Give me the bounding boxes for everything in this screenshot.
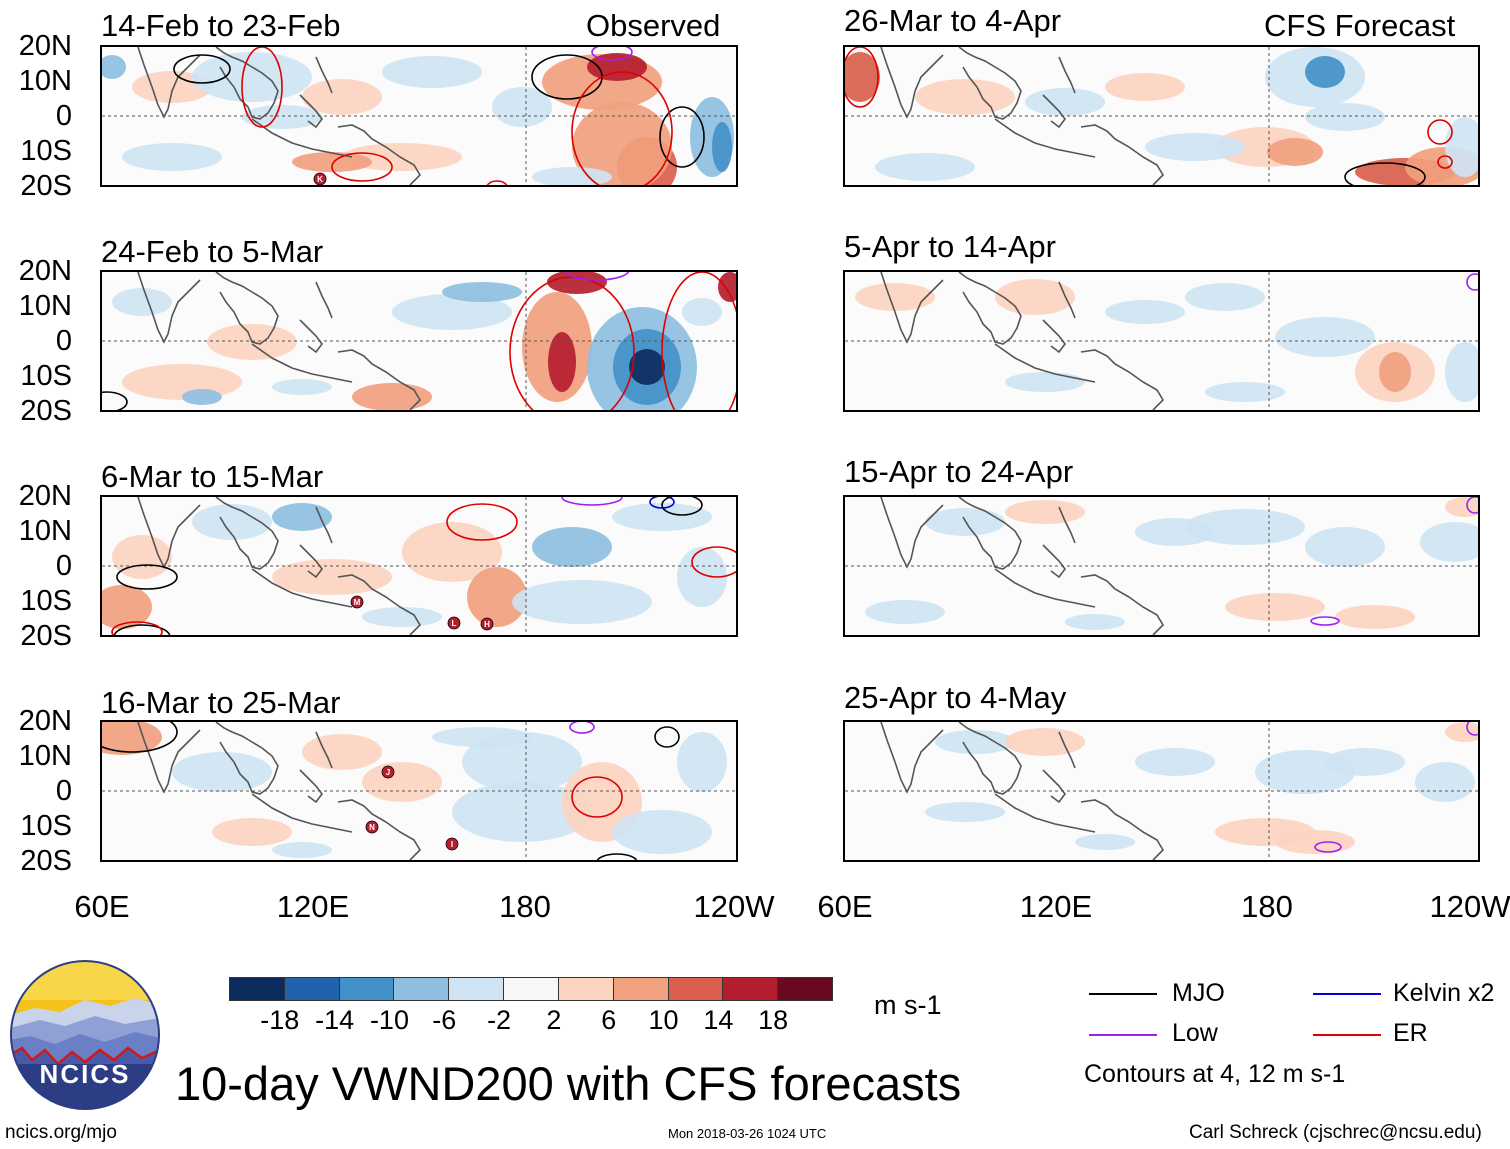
colorbar-swatch [612,977,669,1001]
legend-kelvin-label: Kelvin x2 [1393,979,1495,1007]
map-panel-7 [843,495,1480,637]
colorbar-tick: 6 [601,1005,617,1035]
colorbar-tick: 14 [703,1005,734,1035]
lon-label-120e-right: 120E [1019,889,1093,924]
storm-marker: K [313,172,327,185]
lat-label: 10S [20,360,72,392]
panel-title-5: 26-Mar to 4-Apr [844,3,1062,38]
colorbar-tick: -14 [315,1005,355,1035]
lon-label-120w-right: 120W [1429,889,1510,924]
lat-label: 20S [20,620,72,652]
lon-label-180-right: 180 [1241,889,1293,924]
ncics-logo: NCICS [10,960,160,1110]
svg-text:J: J [386,768,390,777]
panel-title-4: 16-Mar to 25-Mar [101,685,341,720]
lat-label: 10N [18,515,72,547]
storm-marker: I [445,837,459,851]
svg-text:K: K [317,175,323,184]
panel-title-1: 14-Feb to 23-Feb [101,8,341,43]
colorbar-swatch [722,977,779,1001]
map-panel-5 [843,45,1480,187]
colorbar-swatch [393,977,450,1001]
lat-label: 10S [20,810,72,842]
colorbar-tick: 2 [546,1005,562,1035]
colorbar [229,977,833,1001]
lat-label: 0 [55,550,72,582]
colorbar-swatch [503,977,559,1001]
lat-label: 20N [18,255,72,287]
lat-label: 10N [18,65,72,97]
panel-title-8: 25-Apr to 4-May [844,680,1067,715]
colorbar-swatch [283,977,340,1001]
lon-label-60e-left: 60E [74,889,130,924]
storm-marker: N [365,820,379,834]
map-panel-2 [100,270,738,412]
colorbar-swatch [229,977,285,1001]
colorbar-tick: 18 [758,1005,789,1035]
colorbar-swatch [557,977,614,1001]
legend-mjo-line [1089,993,1157,995]
storm-marker: L [447,616,461,630]
svg-text:I: I [451,840,453,849]
panel-title-2: 24-Feb to 5-Mar [101,234,324,269]
panel-title-3: 6-Mar to 15-Mar [101,459,324,494]
map-panel-4: J N I [100,720,738,862]
colorbar-swatch [777,977,833,1001]
legend-low-label: Low [1172,1019,1218,1047]
colorbar-tick: -18 [260,1005,300,1035]
lon-label-120e-left: 120E [276,889,350,924]
legend-low-line [1089,1034,1157,1036]
lat-label: 20S [20,395,72,427]
lon-label-120w-left: 120W [693,889,775,924]
lat-label: 0 [55,100,72,132]
lon-label-60e-right: 60E [817,889,873,924]
cfs-forecast-label: CFS Forecast [1264,8,1456,43]
lat-label: 20S [20,845,72,877]
colorbar-tick: -2 [487,1005,512,1035]
colorbar-swatch [448,977,505,1001]
legend-mjo-label: MJO [1172,979,1225,1007]
svg-text:H: H [484,620,490,629]
map-panel-1: K [100,45,738,187]
map-panel-6 [843,270,1480,412]
lat-label: 0 [55,325,72,357]
panel-title-6: 5-Apr to 14-Apr [844,229,1056,264]
lat-label: 20N [18,30,72,62]
footer-credit: Carl Schreck (cjschrec@ncsu.edu) [1189,1122,1482,1143]
footer-timestamp: Mon 2018-03-26 1024 UTC [668,1126,827,1141]
colorbar-swatch [338,977,395,1001]
lat-label: 0 [55,775,72,807]
lat-label: 10S [20,585,72,617]
lat-label: 10N [18,740,72,772]
logo-text: NCICS [40,1059,131,1089]
legend-er-label: ER [1393,1019,1428,1047]
colorbar-swatch [667,977,724,1001]
panel-title-7: 15-Apr to 24-Apr [844,454,1074,489]
svg-text:M: M [354,598,361,607]
storm-marker: M [350,595,364,609]
observed-label: Observed [586,8,721,43]
colorbar-tick: -10 [369,1005,409,1035]
lon-label-180-left: 180 [499,889,551,924]
map-panel-8 [843,720,1480,862]
colorbar-tick: -6 [432,1005,457,1035]
footer-url[interactable]: ncics.org/mjo [5,1122,117,1143]
storm-marker: J [381,765,395,779]
svg-text:L: L [452,619,457,628]
legend-kelvin-line [1313,993,1381,995]
map-panel-3: M L H [100,495,738,637]
legend-er-line [1313,1034,1381,1036]
lat-label: 20N [18,480,72,512]
colorbar-unit: m s-1 [874,990,942,1020]
lat-label: 10S [20,135,72,167]
legend-note: Contours at 4, 12 m s-1 [1084,1060,1346,1088]
colorbar-tick: 10 [648,1005,679,1035]
lat-label: 20N [18,705,72,737]
lat-label: 20S [20,170,72,202]
svg-text:N: N [369,823,375,832]
lat-label: 10N [18,290,72,322]
storm-marker: H [480,617,494,631]
figure-title: 10-day VWND200 with CFS forecasts [175,1057,962,1110]
